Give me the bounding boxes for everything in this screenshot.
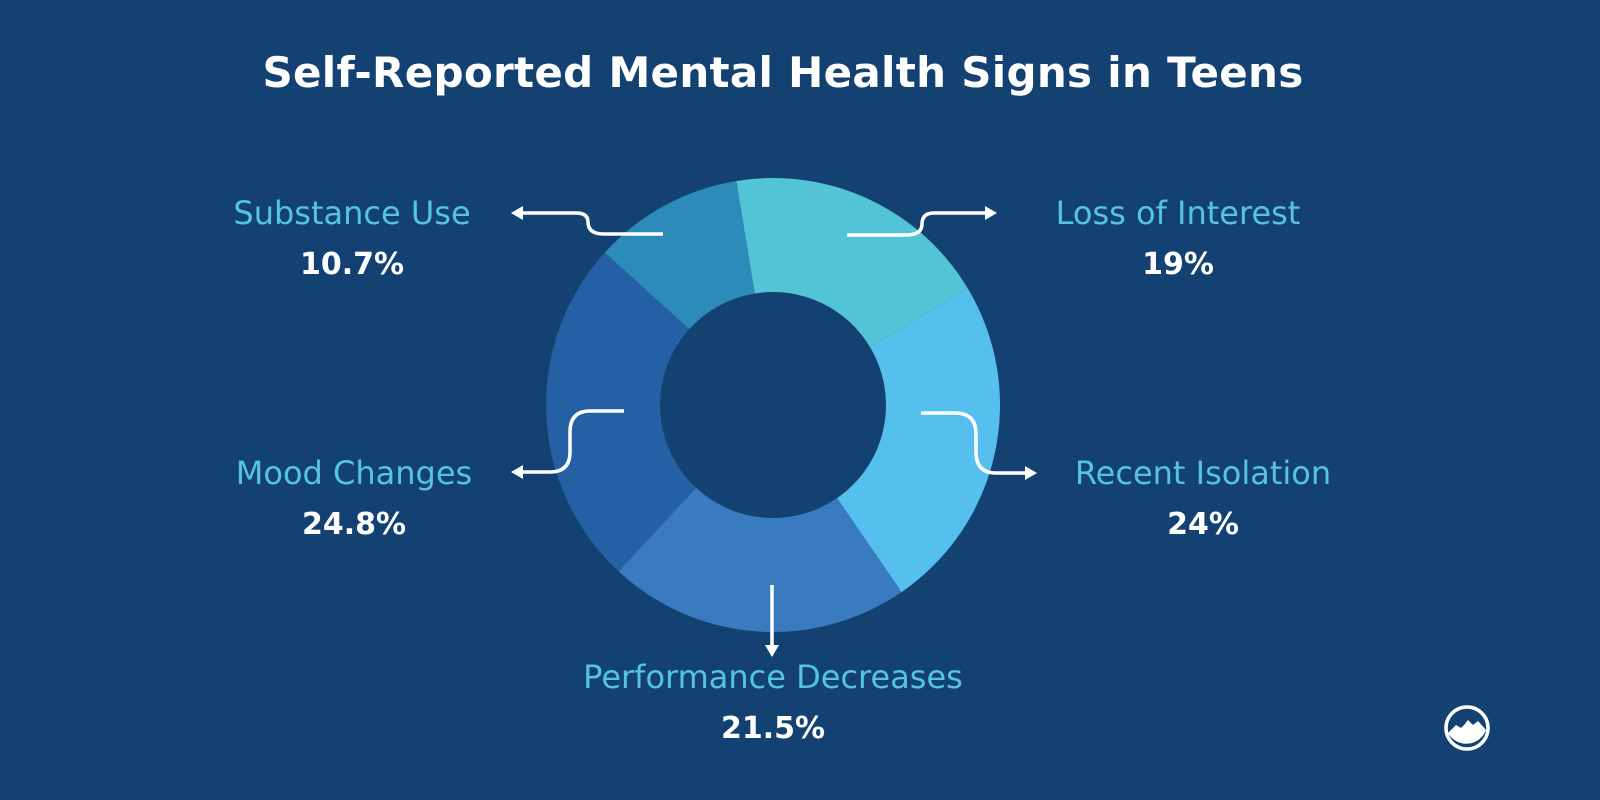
arrow-performance-decreases <box>765 645 779 657</box>
slice-recent-isolation <box>837 288 1001 593</box>
arrow-loss-of-interest <box>985 206 997 220</box>
slice-performance-decreases <box>618 487 902 632</box>
value-label: 24% <box>1167 507 1239 542</box>
connector-recent-isolation <box>921 411 1026 475</box>
connector-substance-use <box>522 211 663 236</box>
category-label: Recent Isolation <box>1074 454 1332 492</box>
slice-loss-of-interest <box>736 178 968 347</box>
value-label: 24.8% <box>301 507 407 542</box>
category-label: Substance Use <box>233 194 471 232</box>
arrow-substance-use <box>511 206 523 220</box>
label-substance-use: Substance Use 10.7% <box>142 193 562 285</box>
category-label: Performance Decreases <box>583 658 963 696</box>
value-label: 21.5% <box>720 711 826 746</box>
label-recent-isolation: Recent Isolation 24% <box>993 453 1413 545</box>
arrow-mood-changes <box>511 465 523 479</box>
mountain-circle-logo-icon <box>1444 705 1490 751</box>
label-loss-of-interest: Loss of Interest 19% <box>968 193 1388 285</box>
slice-substance-use <box>604 180 755 330</box>
category-label: Mood Changes <box>235 454 473 492</box>
chart-title: Self-Reported Mental Health Signs in Tee… <box>262 48 1304 97</box>
label-performance-decreases: Performance Decreases 21.5% <box>563 657 983 749</box>
connector-loss-of-interest <box>847 211 986 237</box>
value-label: 19% <box>1142 247 1214 282</box>
value-label: 10.7% <box>299 247 405 282</box>
arrow-recent-isolation <box>1025 466 1037 480</box>
label-mood-changes: Mood Changes 24.8% <box>144 453 564 545</box>
connector-mood-changes <box>522 409 624 474</box>
category-label: Loss of Interest <box>1055 194 1301 232</box>
